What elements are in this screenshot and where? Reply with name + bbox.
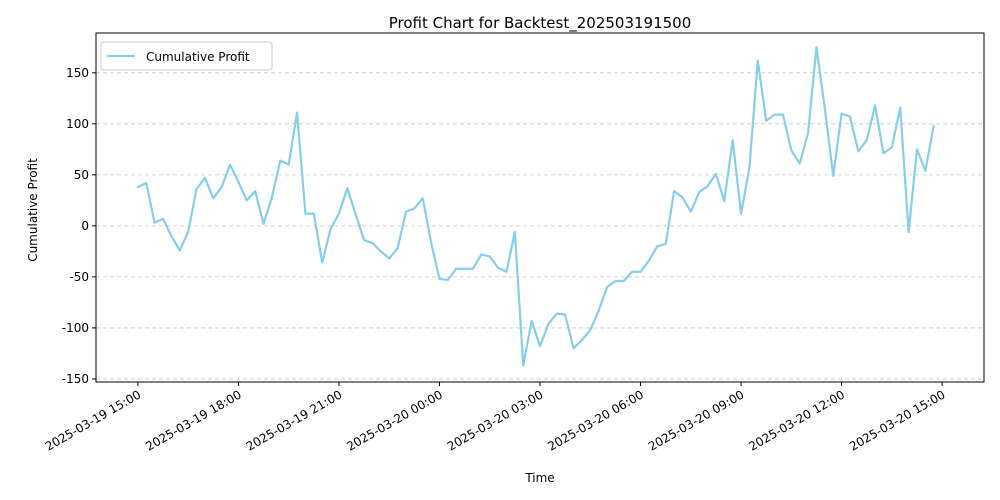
legend-label: Cumulative Profit xyxy=(146,50,250,64)
y-tick-label: -100 xyxy=(62,321,89,335)
line-layer xyxy=(136,46,935,367)
y-axis-title: Cumulative Profit xyxy=(26,158,40,262)
y-tick-label: 0 xyxy=(81,219,89,233)
x-axis-title: Time xyxy=(524,471,554,485)
legend-box xyxy=(100,41,273,71)
grid-layer xyxy=(96,72,984,380)
y-tick-label: 100 xyxy=(66,117,89,131)
y-tick-label: 150 xyxy=(66,66,89,80)
series-line-cumulative-profit xyxy=(136,46,935,367)
y-tick-label: -150 xyxy=(62,372,89,386)
y-tick-label: 50 xyxy=(74,168,89,182)
y-tick-label: -50 xyxy=(69,270,89,284)
chart-title: Profit Chart for Backtest_202503191500 xyxy=(389,14,692,33)
legend: Cumulative Profit xyxy=(100,41,273,71)
